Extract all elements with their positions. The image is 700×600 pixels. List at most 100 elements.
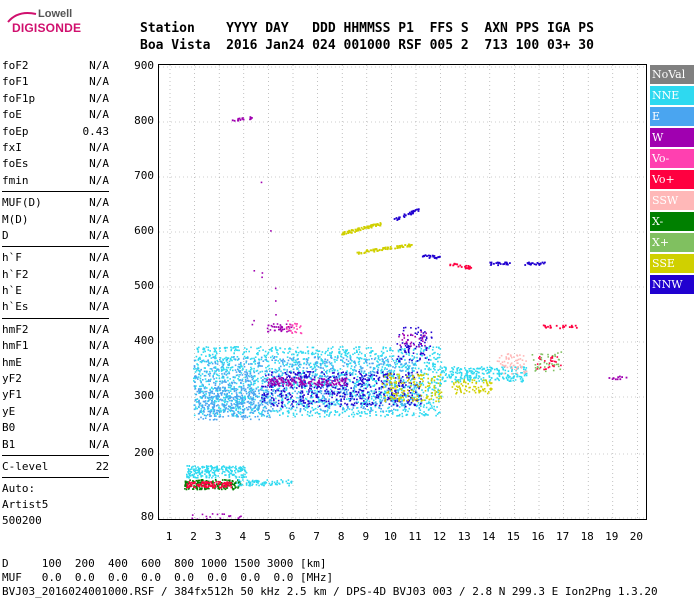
param-value: N/A [89,267,109,281]
param-value: N/A [89,284,109,298]
echo-cluster [193,356,423,413]
param-value: N/A [89,339,109,353]
param-row-hes: h`Es N/A [2,299,109,315]
y-tick-label: 600 [134,224,154,237]
param-row-fof1p: foF1p N/A [2,91,109,107]
param-name: yF2 [2,372,22,386]
y-tick-label: 900 [134,59,154,72]
param-row-fof1: foF1 N/A [2,74,109,90]
param-value: N/A [89,372,109,386]
param-value: 22 [95,459,109,473]
param-row-d: D N/A [2,228,109,244]
param-name: B1 [2,437,16,451]
echo-trace [393,208,420,221]
x-tick-label: 17 [555,530,570,543]
param-value: N/A [89,322,109,336]
polarization-legend: NoVal NNE E W Vo- Vo+ SSW X- X+ SSE NNW [650,65,694,296]
echo-cluster [286,320,303,335]
param-value: N/A [89,251,109,265]
echo-trace [542,324,578,330]
legend-item-sse: SSE [650,254,694,273]
param-value: N/A [89,157,109,171]
echo-cluster [266,323,293,333]
param-row-foe: foE N/A [2,107,109,123]
footer-distance-row: D 100 200 400 600 800 1000 1500 3000 [km… [2,557,327,570]
param-value: N/A [89,108,109,122]
param-value: N/A [89,355,109,369]
param-value: N/A [89,404,109,418]
echo-trace [341,222,382,236]
param-row-fmin: fmin N/A [2,173,109,189]
x-tick-label: 3 [214,530,222,543]
param-name: h`E [2,284,22,298]
echo-trace [356,243,413,255]
echo-cluster [381,373,443,403]
param-name: foF2 [2,59,29,72]
legend-item-e: E [650,107,694,126]
param-row-fof2: foF2 N/A [2,58,109,74]
x-tick-label: 18 [580,530,594,543]
param-name: foE [2,108,22,122]
param-row-yf1: yF1 N/A [2,387,109,403]
param-row-ye: yE N/A [2,404,109,420]
legend-item-ssw: SSW [650,191,694,210]
echo-trace [449,262,473,270]
legend-item-nne: NNE [650,86,694,105]
ionogram-canvas [159,65,646,519]
footer-info: D 100 200 400 600 800 1000 1500 3000 [km… [2,557,658,599]
echo-cluster [236,479,293,487]
echo-cluster [536,355,562,371]
legend-item-nnw: NNW [650,275,694,294]
legend-item-vo: Vo- [650,149,694,168]
x-tick-label: 1 [165,530,173,543]
x-tick-label: 16 [531,530,545,543]
param-divider [2,191,109,193]
param-row-foes: foEs N/A [2,156,109,172]
param-row-hme: hmE N/A [2,355,109,371]
y-tick-label: 80 [140,510,154,523]
param-value: N/A [89,421,109,435]
param-row-clevel: C-level 22 [2,459,109,475]
echo-cluster [186,481,233,489]
x-tick-label: 20 [629,530,644,543]
param-value: N/A [89,75,109,89]
param-row-hmf1: hmF1 N/A [2,338,109,354]
station-header: Station YYYY DAY DDD HHMMSS P1 FFS S AXN… [140,20,594,54]
echo-cluster [186,465,248,479]
param-value: N/A [89,196,109,210]
param-name: fxI [2,140,22,154]
param-name: D [2,228,9,242]
x-tick-label: 6 [288,530,296,543]
param-row-mufd: MUF(D) N/A [2,195,109,211]
echo-cluster [266,377,348,387]
x-tick-label: 5 [264,530,271,543]
param-value: N/A [89,140,109,154]
param-name: h`Es [2,300,29,314]
param-name: C-level [2,459,49,473]
param-name: hmE [2,355,22,369]
y-tick-label: 200 [134,446,154,459]
header-values: Boa Vista 2016 Jan24 024 001000 RSF 005 … [140,38,594,53]
param-value: N/A [89,173,109,187]
x-tick-label: 9 [362,530,370,543]
param-value: N/A [89,388,109,402]
param-name: foEs [2,157,29,171]
param-value: N/A [89,300,109,314]
param-name: foF1 [2,75,29,89]
param-name: foF1p [2,91,36,105]
param-group-1: foF2 N/A foF1 N/A foF1p N/A foE N/A foEp 0.43 fxI N… [2,58,109,189]
echo-cluster [191,513,242,519]
param-divider [2,454,109,456]
x-tick-label: 14 [482,530,496,543]
header-labels: Station YYYY DAY DDD HHMMSS P1 FFS S AXN… [140,21,594,36]
param-group-4: hmF2 N/A hmF1 N/A hmE N/A yF2 N/A yF1 N/A yE N/A B0 N… [2,322,109,453]
param-value: N/A [89,91,109,105]
param-name: foEp [2,124,29,138]
param-divider [2,477,109,479]
param-divider [2,246,109,248]
logo-lowell-text: Lowell [38,8,73,20]
param-group-3: h`F N/A h`F2 N/A h`E N/A h`Es N/A [2,250,109,316]
x-tick-label: 4 [239,530,247,543]
ionogram-plot [158,64,647,520]
param-value: N/A [89,228,109,242]
